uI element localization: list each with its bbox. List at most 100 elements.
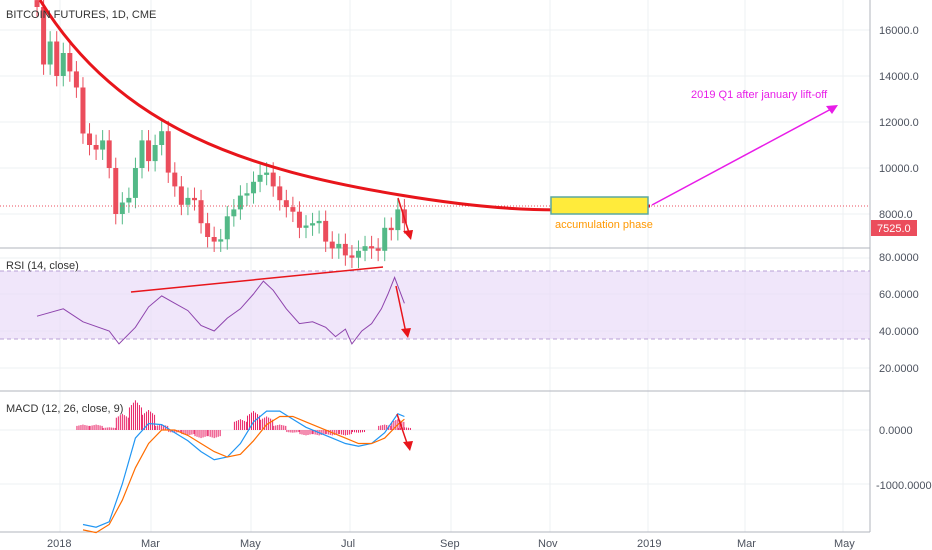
candle-body [178, 186, 184, 205]
candle-body [237, 195, 243, 210]
candle-body [185, 197, 191, 205]
macd-down-arrow [396, 413, 409, 447]
x-tick-label: Mar [141, 538, 160, 550]
grid [0, 0, 871, 533]
macd-tick-label: -1000.0000 [876, 480, 932, 492]
candle-body [218, 239, 224, 242]
price-down-arrow [397, 197, 411, 237]
macd-tick-label: 0.0000 [879, 425, 913, 437]
candle-body [93, 145, 99, 150]
x-tick-label: May [834, 538, 855, 550]
candle-body [264, 172, 270, 175]
last-price-tag [871, 220, 917, 236]
candle-body [355, 250, 361, 258]
candle-body [87, 133, 93, 145]
price-pane: accumulation phase 2019 Q1 after january… [0, 0, 870, 269]
x-tick-label: Sep [440, 538, 460, 550]
forecast-arrow [651, 107, 834, 206]
rsi-down-arrow-head [401, 328, 411, 338]
candle-body [60, 53, 66, 76]
candle-body [54, 41, 60, 76]
x-tick-label: May [240, 538, 261, 550]
candle-body [342, 243, 348, 256]
candle-body [100, 140, 106, 150]
candle-body [191, 197, 197, 201]
candle-body [106, 140, 112, 168]
price-down-arrow-head [403, 230, 413, 240]
candle-body [231, 209, 237, 217]
accumulation-label: accumulation phase [555, 219, 653, 231]
x-axis: 2018 Mar May Jul Sep Nov 2019 Mar May [47, 538, 855, 550]
candle-body [329, 241, 335, 249]
x-tick-label: Nov [538, 538, 558, 550]
candle-body [119, 202, 125, 214]
candle-body [34, 0, 40, 7]
candle-body [277, 186, 283, 201]
rsi-line [36, 276, 405, 345]
candle-body [205, 223, 211, 237]
forecast-label: 2019 Q1 after january lift-off [691, 89, 828, 101]
macd-axis: 0.0000 -1000.0000 [876, 425, 932, 492]
candle-body [132, 168, 138, 198]
rsi-down-arrow [395, 285, 407, 334]
candle-body [159, 131, 165, 145]
macd-down-arrow-head [403, 441, 413, 451]
candle-body [382, 227, 388, 251]
candle-body [349, 255, 355, 258]
macd-pane: MACD (12, 26, close, 9) [6, 400, 413, 534]
candle-body [388, 227, 394, 231]
x-tick-label: Mar [737, 538, 756, 550]
x-tick-label: Jul [341, 538, 355, 550]
price-axis: 16000.0 14000.0 12000.0 10000.0 8000.0 7… [871, 25, 919, 236]
candle-body [395, 209, 401, 231]
candle-body [310, 223, 316, 226]
candle-body [290, 207, 296, 212]
candle-body [198, 200, 204, 224]
candle-body [296, 211, 302, 228]
candle-body [165, 131, 171, 173]
rsi-tick-label: 80.0000 [879, 252, 919, 264]
candle-body [369, 246, 375, 249]
candle-body [73, 71, 79, 88]
rsi-tick-label: 60.0000 [879, 289, 919, 301]
price-tick-label: 16000.0 [879, 25, 919, 37]
candle-body [67, 53, 73, 72]
x-tick-label: 2018 [47, 538, 71, 550]
rsi-label: RSI (14, close) [6, 260, 79, 272]
x-tick-label: 2019 [637, 538, 661, 550]
rsi-pane: RSI (14, close) [0, 260, 870, 345]
signal-line [82, 415, 405, 534]
rsi-divergence-line [130, 266, 384, 293]
candle-body [224, 216, 230, 240]
macd-line [82, 410, 405, 528]
candle-body [362, 246, 368, 251]
candle-body [80, 87, 86, 134]
price-tick-label: 10000.0 [879, 163, 919, 175]
price-tick-label: 8000.0 [879, 209, 913, 221]
last-price-text: 7525.0 [877, 223, 911, 235]
candle-body [251, 181, 257, 194]
rsi-tick-label: 20.0000 [879, 363, 919, 375]
candle-body [41, 7, 47, 65]
candle-body [270, 172, 276, 187]
rsi-axis: 80.0000 60.0000 40.0000 20.0000 [879, 252, 919, 375]
candle-body [336, 243, 342, 249]
candle-body [211, 237, 217, 242]
candle-body [139, 140, 145, 168]
candle-body [172, 172, 178, 187]
price-tick-label: 12000.0 [879, 117, 919, 129]
candle-body [257, 174, 263, 182]
candle-body [146, 140, 152, 162]
chart-title: BITCOIN FUTURES, 1D, CME [6, 9, 156, 21]
rsi-band [0, 271, 870, 339]
candle-body [126, 197, 132, 203]
candle-body [303, 225, 309, 228]
candle-body [47, 41, 53, 65]
candle-body [316, 220, 322, 224]
candle-body [152, 145, 158, 162]
candle-body [323, 220, 329, 242]
price-tick-label: 14000.0 [879, 71, 919, 83]
candles [34, 0, 407, 269]
candle-body [283, 200, 289, 208]
